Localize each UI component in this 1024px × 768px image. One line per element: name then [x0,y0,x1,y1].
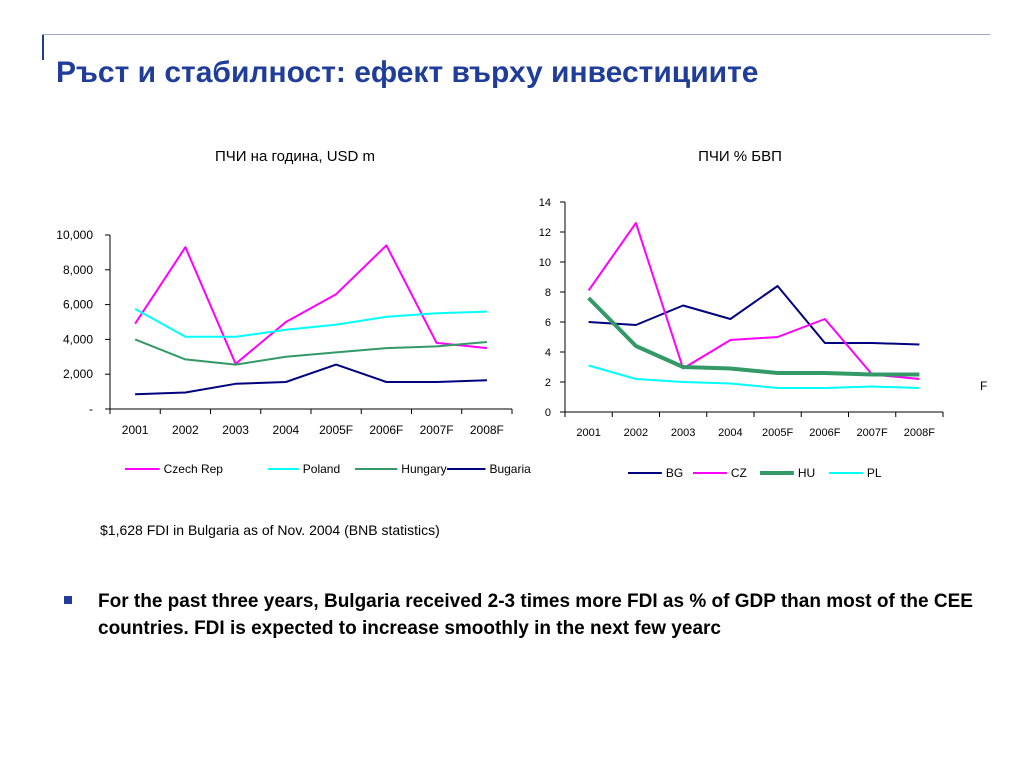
legend-label-cz: CZ [731,466,747,480]
legend-label-bg: BG [666,466,683,480]
series-line-bg [588,285,920,346]
corner-accent-vertical [42,34,44,60]
stray-label: F [980,379,988,393]
legend-label-bugaria: Bugaria [489,462,531,476]
series-line-cz [587,222,920,380]
x-tick-label: 2003 [222,423,249,437]
y-tick-label: 6,000 [63,298,93,312]
x-tick-label: 2002 [172,423,199,437]
x-tick-label: 2005F [762,427,793,439]
series-line-pl [588,364,920,389]
series-line-poland [134,308,487,338]
bullet-text: For the past three years, Bulgaria recei… [98,591,973,639]
x-tick-label: 2008F [904,427,935,439]
series-line-hu [587,296,920,377]
y-tick-label: 2,000 [63,367,93,381]
y-tick-label: 0 [545,407,551,419]
y-tick-label: 8 [545,287,551,299]
x-tick-label: 2007F [857,427,888,439]
x-tick-label: 2004 [273,423,300,437]
square-bullet-icon [64,596,72,604]
x-tick-label: 2006F [809,427,840,439]
x-tick-label: 2003 [671,427,695,439]
series-line-hungary [134,338,487,366]
series-line-bugaria [135,363,487,396]
x-tick-label: 2007F [420,423,454,437]
legend-label-hungary: Hungary [401,462,446,476]
corner-accent-horizontal [42,34,990,35]
x-tick-label: 2008F [470,423,504,437]
y-tick-label: 14 [539,197,551,209]
y-tick-label: 4,000 [63,332,93,346]
x-tick-label: 2001 [122,423,149,437]
x-tick-label: 2001 [576,427,600,439]
chart-title-fdi-gdp: ПЧИ % БВП [698,148,782,165]
y-tick-label: 2 [545,377,551,389]
y-tick-label: 10,000 [56,228,93,242]
x-tick-label: 2004 [718,427,742,439]
fdi-note: $1,628 FDI in Bulgaria as of Nov. 2004 (… [100,522,440,538]
x-tick-label: 2005F [319,423,353,437]
legend-label-czech-rep: Czech Rep [164,462,224,476]
chart-title-fdi-usd: ПЧИ на година, USD m [214,148,376,165]
series-line-czech-rep [134,244,488,365]
legend-label-hu: HU [798,466,815,480]
y-tick-label: 10 [539,257,551,269]
x-tick-label: 2002 [624,427,648,439]
y-tick-label: 4 [545,347,551,359]
slide-title: Ръст и стабилност: ефект върху инвестици… [56,56,759,89]
legend-label-poland: Poland [303,462,340,476]
x-tick-label: 2006F [369,423,403,437]
legend-label-pl: PL [867,466,882,480]
y-tick-label: 8,000 [63,263,93,277]
y-tick-label: 6 [545,317,551,329]
y-tick-label: 12 [539,227,551,239]
y-tick-label: - [89,402,93,416]
